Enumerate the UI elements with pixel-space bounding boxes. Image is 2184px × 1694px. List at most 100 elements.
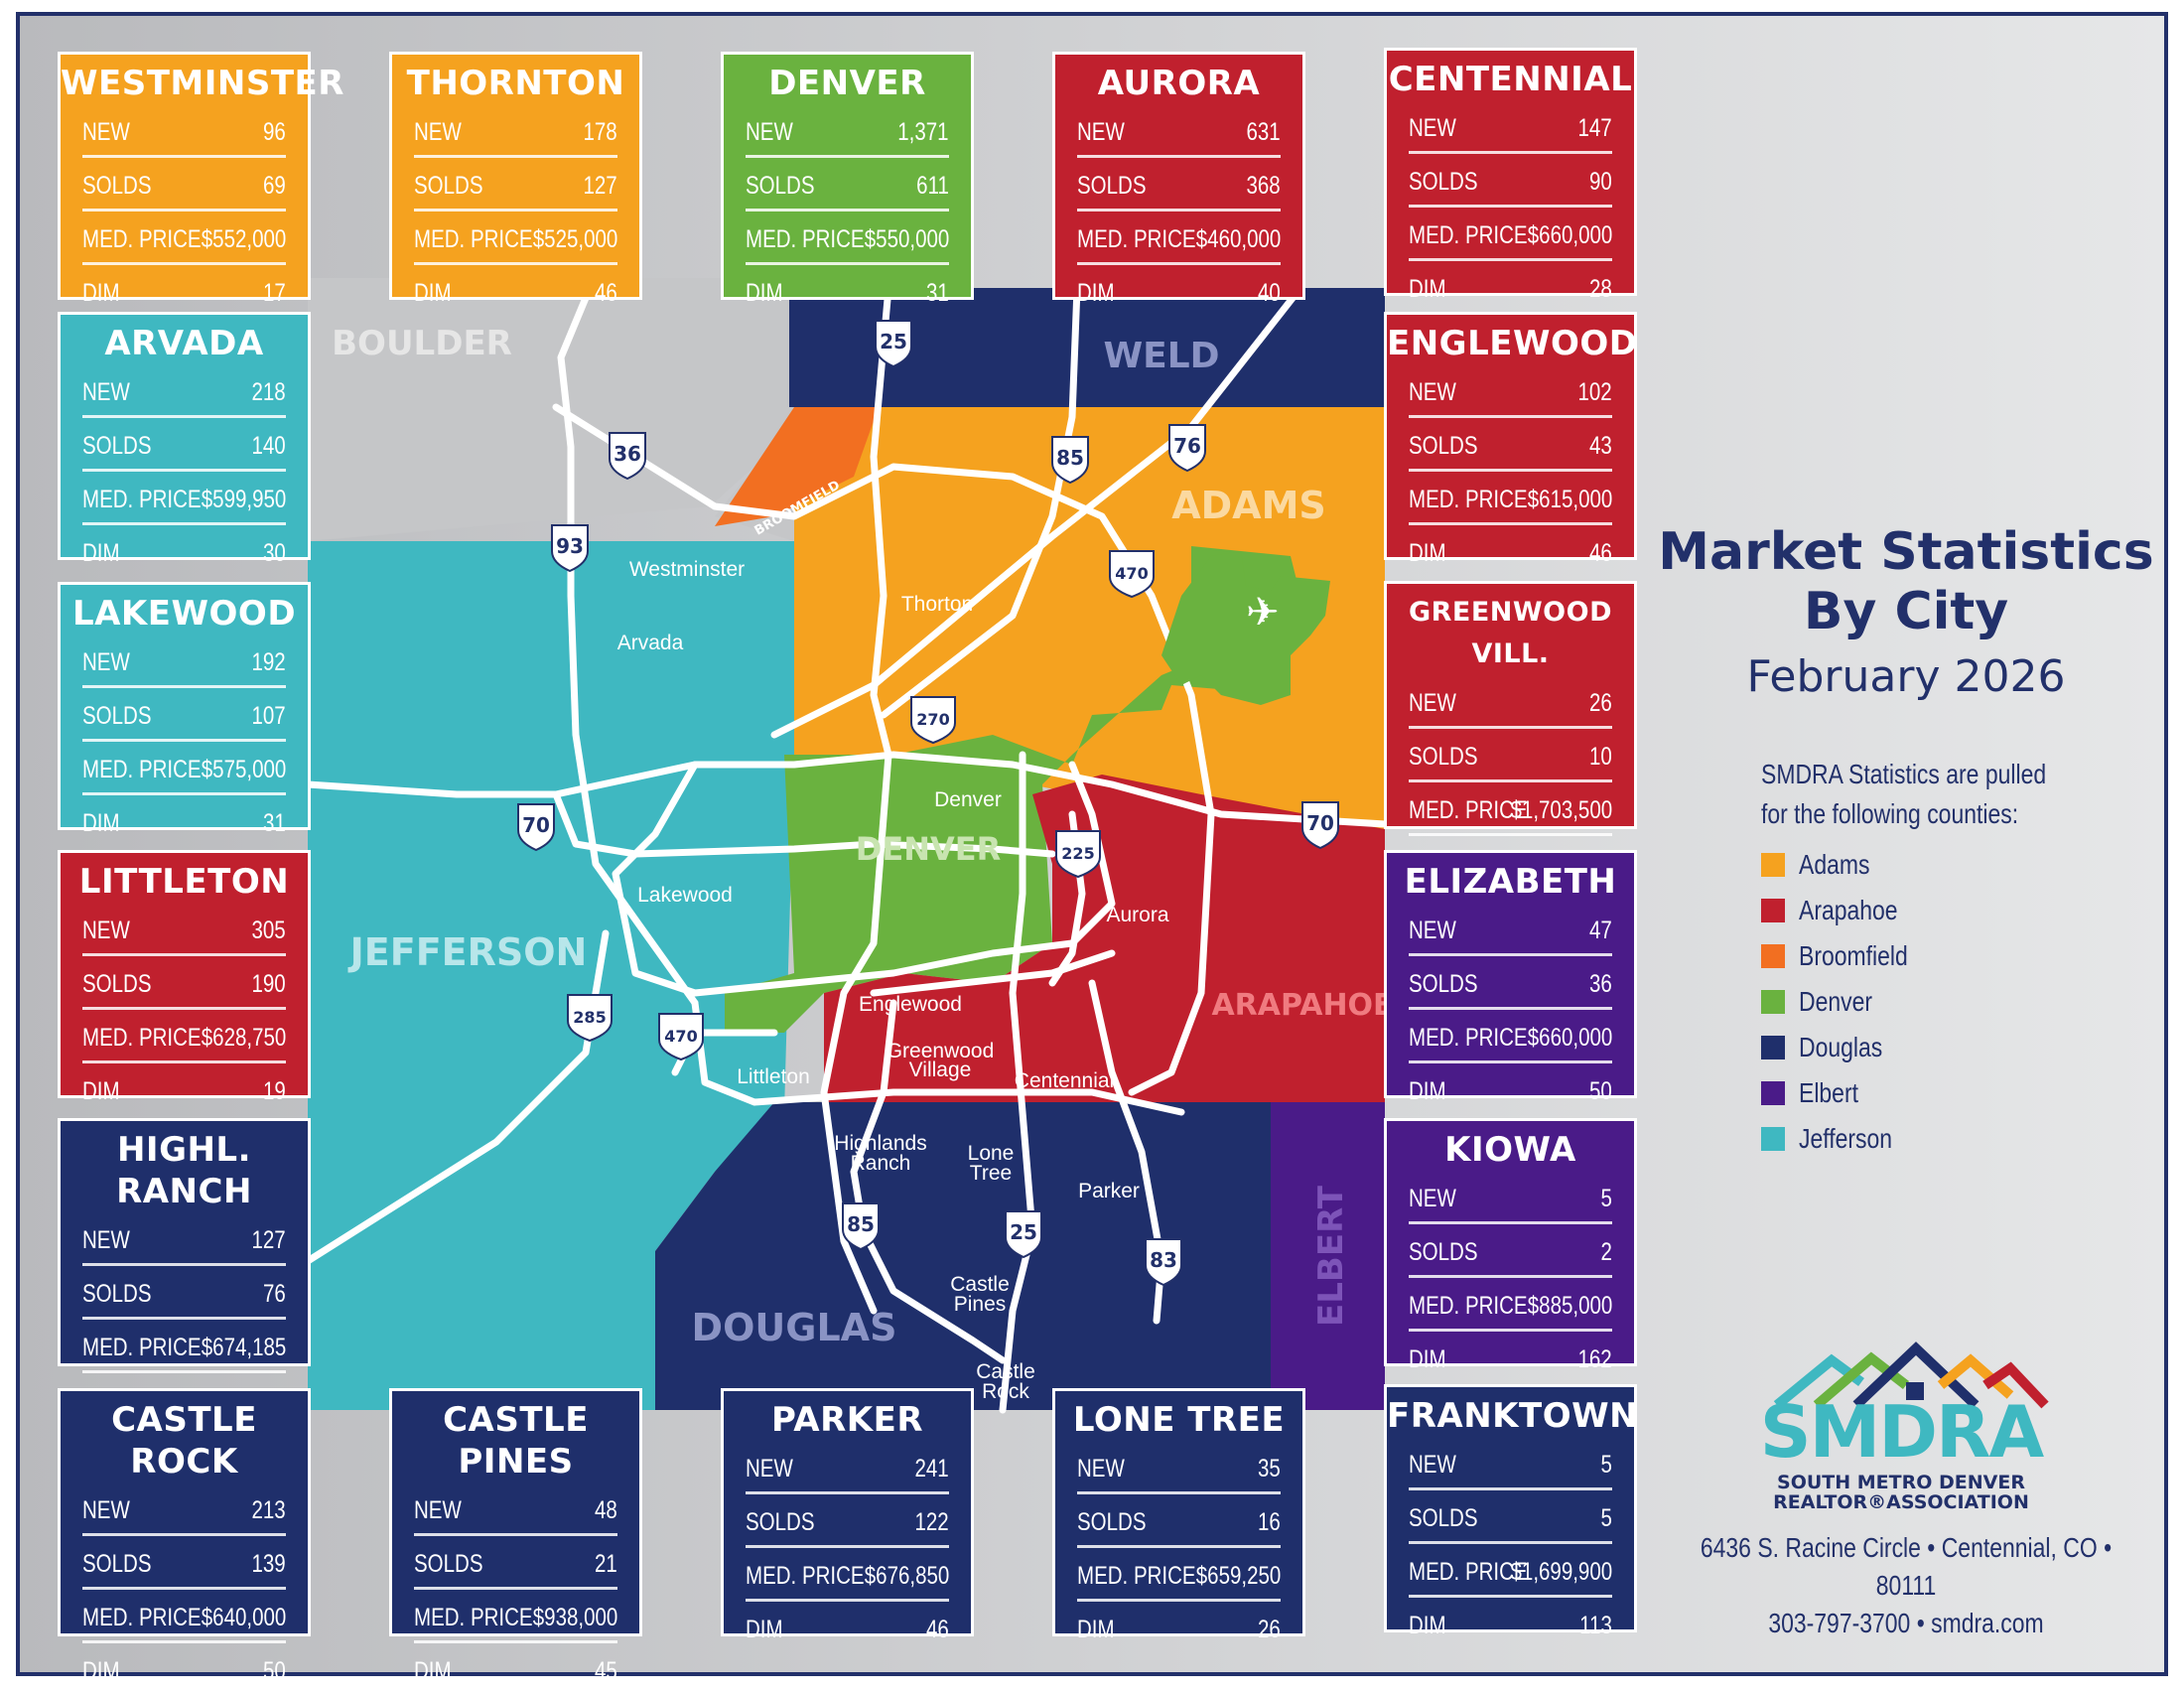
legend-swatch <box>1761 899 1785 922</box>
stat-value-med: $1,703,500 <box>1510 796 1612 824</box>
elbert-region <box>1271 1102 1385 1410</box>
city-name: CASTLE PINES <box>443 1400 589 1482</box>
highway-number: 85 <box>847 1212 875 1236</box>
stat-value-med: $938,000 <box>532 1604 617 1631</box>
stat-row-solds: SOLDS 139 <box>82 1536 286 1590</box>
highway-shield-i70a: 70 <box>517 803 555 852</box>
highway-number: 25 <box>1010 1220 1037 1244</box>
douglas-region <box>655 1102 1271 1410</box>
legend-label: Denver <box>1799 986 1873 1017</box>
highway-number: 470 <box>1115 564 1148 583</box>
stat-value-new: 48 <box>595 1496 617 1524</box>
stat-row-new: NEW 127 <box>82 1212 286 1266</box>
stat-value-new: 147 <box>1577 114 1612 142</box>
stat-value-new: 178 <box>583 118 617 146</box>
legend-item-elbert: Elbert <box>1761 1070 2118 1116</box>
stat-row-med: MED. PRICE $460,000 <box>1077 212 1281 265</box>
highway-number: 25 <box>880 330 907 353</box>
city-name: KIOWA <box>1444 1130 1576 1170</box>
stat-row-med: MED. PRICE $660,000 <box>1409 208 1612 261</box>
interstate-shield-icon <box>1005 1210 1042 1259</box>
stat-value-med: $628,750 <box>201 1024 286 1052</box>
arapahoe-region <box>824 775 1385 1102</box>
city-card-englewood: ENGLEWOOD NEW 102 SOLDS 43 MED. PRICE $615,000… <box>1384 312 1637 567</box>
legend-swatch <box>1761 1127 1785 1151</box>
stat-label-med: MED. PRICE <box>1409 796 1528 824</box>
interstate-shield-icon <box>1055 830 1101 879</box>
city-name: HIGHL. RANCH <box>116 1130 252 1211</box>
city-card-thornton: THORNTON NEW 178 SOLDS 127 MED. PRICE $525,000… <box>389 52 642 307</box>
stat-label-solds: SOLDS <box>414 172 483 200</box>
stat-label-solds: SOLDS <box>1409 970 1478 998</box>
county-label-boulder: BOULDER <box>332 324 512 363</box>
stat-row-dim: DIM 46 <box>414 265 617 316</box>
stat-value-med: $460,000 <box>1195 225 1281 253</box>
stat-value-med: $660,000 <box>1527 221 1612 249</box>
interstate-shield-icon <box>658 1013 704 1061</box>
town-lonetree-2: Tree <box>970 1162 1012 1185</box>
stat-label-med: MED. PRICE <box>1077 1562 1196 1590</box>
stat-value-solds: 127 <box>583 172 617 200</box>
stat-row-dim: DIM 50 <box>82 1643 286 1694</box>
town-highlands-1: Highlands <box>834 1132 926 1155</box>
stat-label-med: MED. PRICE <box>82 486 202 513</box>
stat-label-new: NEW <box>82 1226 130 1254</box>
title-period: February 2026 <box>1746 651 2066 702</box>
interstate-shield-icon <box>1301 801 1339 850</box>
stat-label-dim: DIM <box>746 279 783 307</box>
logo-sub-1: SOUTH METRO DENVER <box>1777 1472 2025 1493</box>
stat-label-med: MED. PRICE <box>414 225 533 253</box>
interstate-shield-icon <box>551 524 589 573</box>
stat-row-new: NEW 218 <box>82 364 286 418</box>
stat-value-solds: 21 <box>595 1550 617 1578</box>
town-highlands-2: Ranch <box>851 1152 911 1175</box>
stat-value-solds: 16 <box>1258 1508 1281 1536</box>
legend-swatch <box>1761 853 1785 877</box>
stat-label-solds: SOLDS <box>82 970 152 998</box>
highway-shield-i225: 225 <box>1055 830 1101 879</box>
stat-row-solds: SOLDS 90 <box>1409 154 1612 208</box>
town-parker: Parker <box>1078 1180 1140 1202</box>
highway-shield-i93: 93 <box>551 524 589 573</box>
highway-number: 285 <box>573 1008 606 1027</box>
town-arvada: Arvada <box>617 632 684 654</box>
airplane-icon: ✈ <box>1246 590 1280 635</box>
stat-row-dim: DIM 19 <box>82 1063 286 1114</box>
city-card-arvada: ARVADA NEW 218 SOLDS 140 MED. PRICE $599,950 DI… <box>58 312 311 567</box>
city-name: THORNTON <box>406 64 625 103</box>
stat-row-new: NEW 192 <box>82 635 286 688</box>
town-denver: Denver <box>934 788 1002 811</box>
stat-label-dim: DIM <box>414 279 452 307</box>
legend-label: Arapahoe <box>1799 895 1898 925</box>
interstate-shield-icon <box>517 803 555 852</box>
stat-label-solds: SOLDS <box>82 432 152 460</box>
city-card-lone-tree: LONE TREE NEW 35 SOLDS 16 MED. PRICE $659,250 D… <box>1052 1388 1305 1643</box>
town-lonetree-1: Lone <box>968 1142 1015 1165</box>
stat-label-solds: SOLDS <box>414 1550 483 1578</box>
stat-value-med: $659,250 <box>1195 1562 1281 1590</box>
city-card-highl-ranch: HIGHL. RANCH NEW 127 SOLDS 76 MED. PRICE $674,… <box>58 1118 311 1415</box>
interstate-shield-icon <box>875 320 912 368</box>
stat-label-dim: DIM <box>1077 279 1115 307</box>
stat-label-dim: DIM <box>746 1616 783 1643</box>
stat-row-dim: DIM 113 <box>1409 1598 1612 1648</box>
stat-value-new: 5 <box>1600 1451 1612 1479</box>
stat-row-dim: DIM 46 <box>746 1602 949 1652</box>
highway-shield-i270: 270 <box>910 696 956 745</box>
stat-value-dim: 31 <box>926 279 949 307</box>
phone-web-line: 303-797-3700 • smdra.com <box>1768 1608 2044 1638</box>
stat-value-solds: 36 <box>1589 970 1612 998</box>
stat-label-med: MED. PRICE <box>1409 221 1528 249</box>
city-card-castle-pines: CASTLE PINES NEW 48 SOLDS 21 MED. PRICE $938,0… <box>389 1388 642 1685</box>
address-line-1: 6436 S. Racine Circle • Centennial, CO •… <box>1700 1532 2113 1601</box>
city-name: ARVADA <box>104 324 264 363</box>
roofline-icon <box>1773 1341 2049 1409</box>
stat-label-med: MED. PRICE <box>1409 1024 1528 1052</box>
stat-label-solds: SOLDS <box>746 172 815 200</box>
stat-label-med: MED. PRICE <box>82 1334 202 1361</box>
stat-value-solds: 2 <box>1600 1238 1612 1266</box>
legend-item-douglas: Douglas <box>1761 1025 2118 1070</box>
stat-row-dim: DIM 40 <box>1077 265 1281 316</box>
highway-number: 225 <box>1061 844 1094 863</box>
